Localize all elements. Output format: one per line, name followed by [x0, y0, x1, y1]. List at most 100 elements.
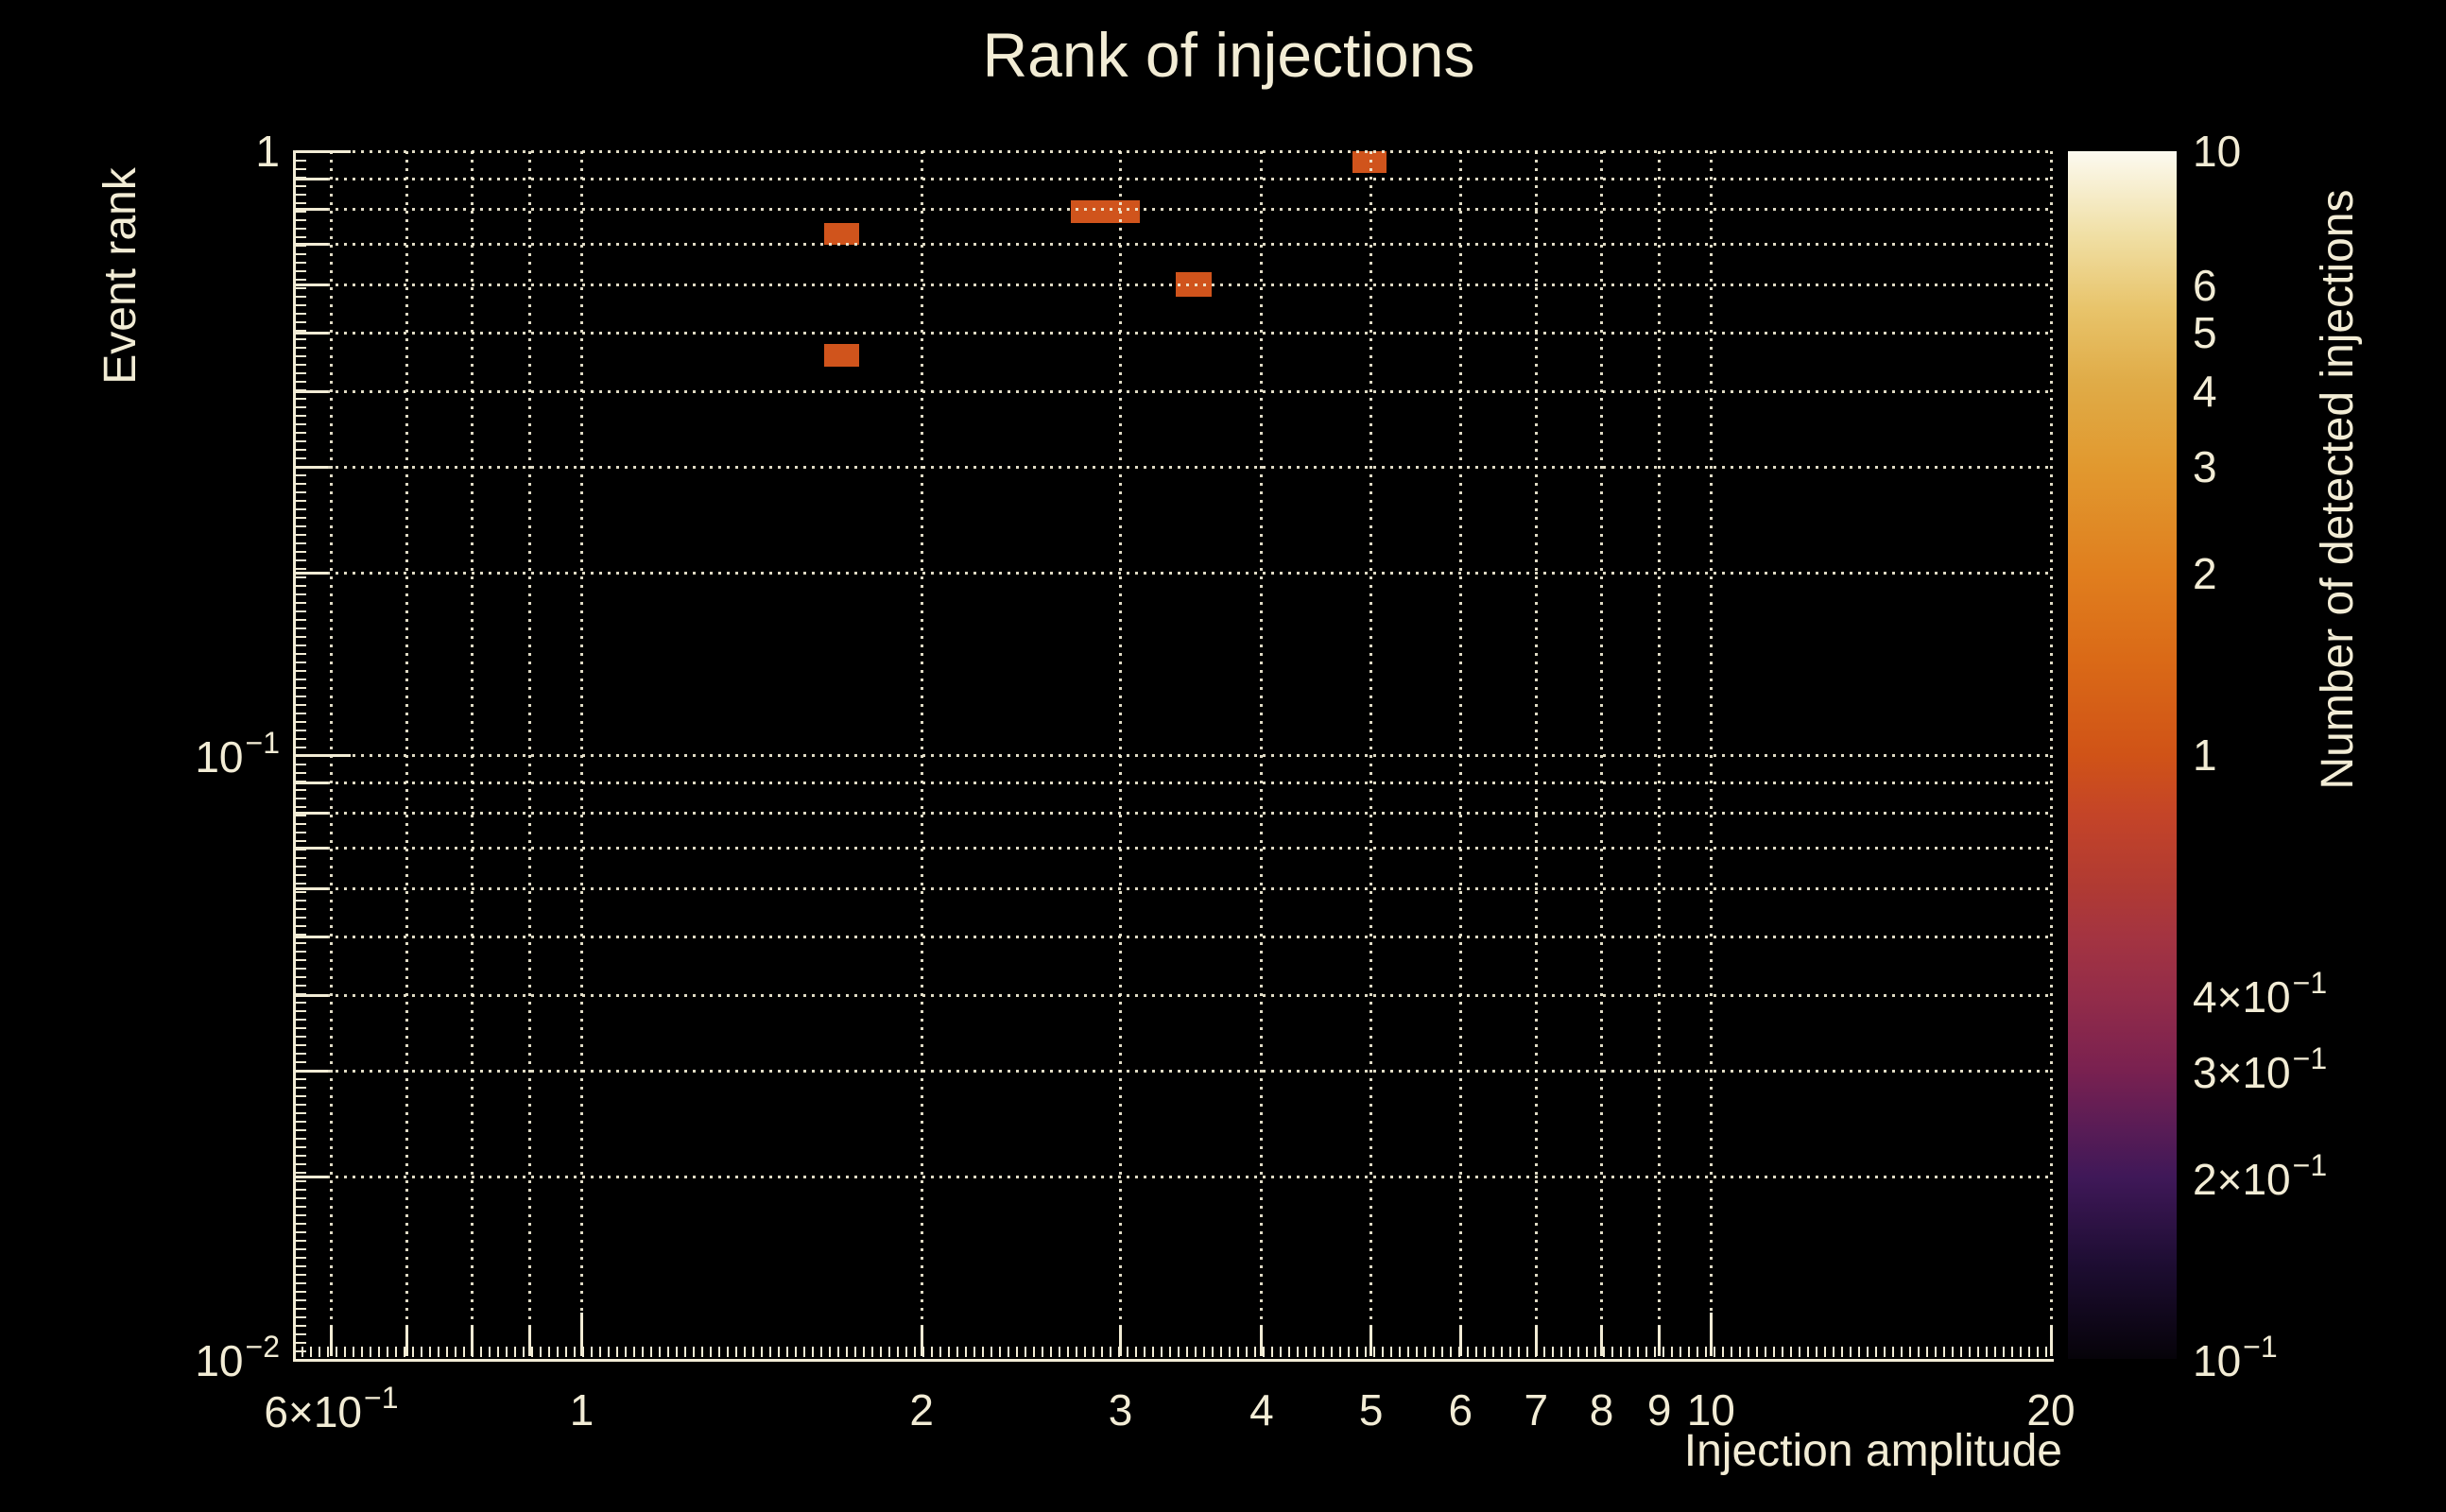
colorbar-tick-label: 6: [2193, 260, 2217, 310]
x-gridline: [580, 151, 584, 1359]
y-tick: [296, 389, 328, 393]
y-axis-title: Event rank: [95, 167, 146, 385]
x-tick-label: 9: [1646, 1385, 1672, 1435]
y-tick-label: 10−1: [195, 725, 280, 782]
y-tick: [296, 935, 328, 938]
y-gridline: [293, 753, 2051, 757]
x-tick: [405, 1326, 408, 1356]
colorbar-tick-label: 2×10−1: [2193, 1147, 2328, 1204]
x-tick: [1658, 1326, 1662, 1356]
x-tick: [920, 1326, 923, 1356]
y-gridline: [293, 993, 2051, 997]
x-tick: [580, 1313, 584, 1356]
y-gridline: [293, 243, 2051, 247]
y-tick: [296, 812, 328, 816]
x-tick: [528, 1326, 532, 1356]
y-tick: [296, 847, 328, 850]
exponent: −1: [2292, 1040, 2328, 1075]
y-tick: [296, 177, 328, 180]
x-gridline: [1458, 151, 1462, 1359]
colorbar-tick-label: 5: [2193, 308, 2217, 358]
colorbar-title: Number of detected injections: [2313, 189, 2363, 790]
x-gridline: [1534, 151, 1538, 1359]
x-tick-label: 6×10−1: [264, 1380, 399, 1437]
y-gridline: [293, 887, 2051, 891]
x-gridline: [920, 151, 923, 1359]
x-gridline: [1600, 151, 1604, 1359]
exponent: −1: [364, 1380, 399, 1415]
y-axis-minor-tick-comb: [296, 151, 306, 1359]
y-tick-label: 10−2: [195, 1329, 280, 1386]
colorbar-tick-label: 3×10−1: [2193, 1040, 2328, 1098]
y-gridline: [293, 208, 2051, 212]
x-gridline: [1260, 151, 1264, 1359]
y-tick: [296, 753, 351, 757]
x-gridline: [1369, 151, 1373, 1359]
y-gridline: [293, 1176, 2051, 1179]
y-gridline: [293, 781, 2051, 784]
colorbar-tick-label: 4: [2193, 367, 2217, 417]
x-tick-label: 20: [2026, 1385, 2076, 1435]
colorbar-tick-label: 3: [2193, 442, 2217, 492]
y-gridline: [293, 935, 2051, 938]
x-tick: [1119, 1326, 1123, 1356]
heatmap-bin: [824, 343, 859, 367]
y-tick: [296, 243, 328, 247]
y-gridline: [293, 149, 2051, 153]
y-tick: [296, 284, 328, 287]
y-tick: [296, 1176, 328, 1179]
heatmap-bin: [1352, 151, 1387, 174]
y-tick: [296, 781, 328, 784]
colorbar-tick-label: 2: [2193, 548, 2217, 598]
x-tick: [1534, 1326, 1538, 1356]
x-gridline: [405, 151, 408, 1359]
x-tick-label: 5: [1358, 1385, 1384, 1435]
x-gridline: [1119, 151, 1123, 1359]
y-tick: [296, 331, 328, 335]
x-tick: [1600, 1326, 1604, 1356]
y-gridline: [293, 389, 2051, 393]
plot-area: [293, 151, 2054, 1362]
y-gridline: [293, 331, 2051, 335]
y-gridline: [293, 1069, 2051, 1073]
exponent: −1: [245, 725, 280, 760]
exponent: −2: [245, 1329, 280, 1364]
x-axis-minor-tick-comb: [293, 1347, 2051, 1357]
y-tick: [296, 993, 328, 997]
heatmap-bin: [1070, 199, 1140, 224]
heatmap-bin: [824, 223, 859, 245]
colorbar-tick-label: 4×10−1: [2193, 966, 2328, 1022]
y-tick: [296, 149, 351, 153]
x-tick-label: 2: [909, 1385, 934, 1435]
x-tick: [329, 1326, 333, 1356]
x-gridline: [528, 151, 532, 1359]
y-tick: [296, 465, 328, 469]
x-gridline: [1709, 151, 1713, 1359]
y-gridline: [293, 465, 2051, 469]
x-axis-title: Injection amplitude: [1683, 1426, 2062, 1476]
y-tick: [296, 887, 328, 891]
x-tick: [1458, 1326, 1462, 1356]
y-gridline: [293, 284, 2051, 287]
x-tick: [1369, 1326, 1373, 1356]
chart-title: Rank of injections: [982, 20, 1475, 90]
exponent: −1: [2292, 966, 2328, 1001]
y-tick: [296, 208, 328, 212]
colorbar-tick-label: 10: [2193, 127, 2242, 176]
x-tick-label: 3: [1108, 1385, 1133, 1435]
colorbar-tick-label: 10−1: [2193, 1329, 2278, 1386]
y-gridline: [293, 847, 2051, 850]
x-gridline: [1658, 151, 1662, 1359]
x-gridline: [2049, 151, 2053, 1359]
exponent: −1: [2243, 1329, 2278, 1364]
x-gridline: [471, 151, 474, 1359]
x-tick-label: 7: [1524, 1385, 1549, 1435]
x-tick: [1260, 1326, 1264, 1356]
y-tick-label: 1: [255, 127, 280, 176]
x-tick: [1709, 1313, 1713, 1356]
x-tick: [471, 1326, 474, 1356]
y-gridline: [293, 812, 2051, 816]
x-tick-label: 4: [1249, 1385, 1274, 1435]
exponent: −1: [2292, 1147, 2328, 1182]
x-tick-label: 1: [569, 1385, 594, 1435]
